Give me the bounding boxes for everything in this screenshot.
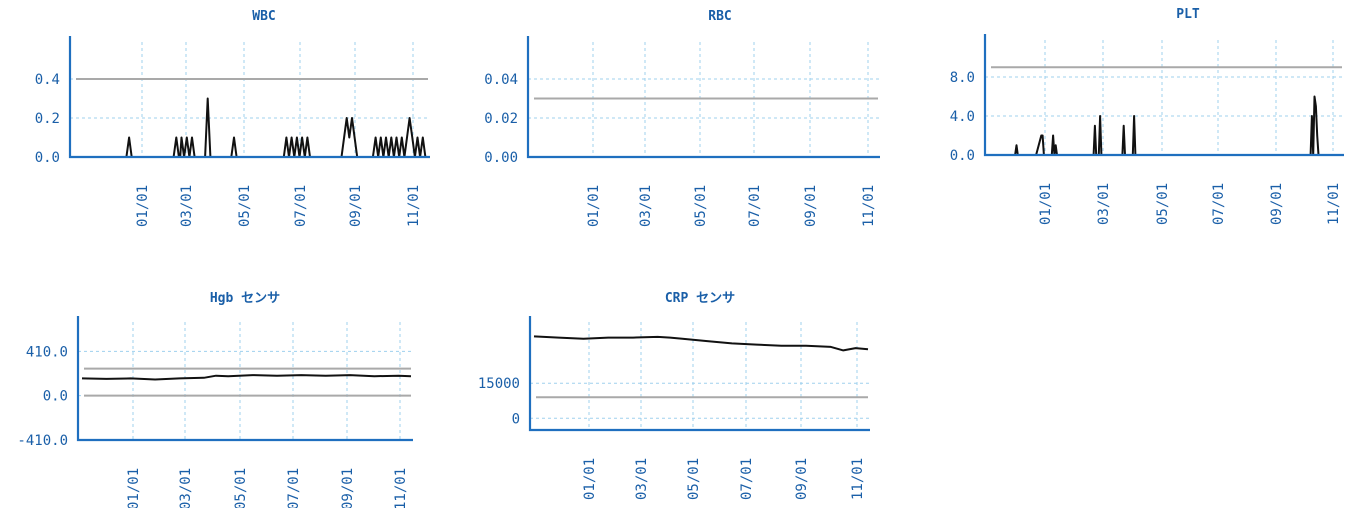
- axis-lines: [985, 34, 1344, 155]
- y-tick-label: 15000: [478, 376, 520, 392]
- x-tick-label: 05/01: [237, 185, 253, 227]
- x-tick-label: 03/01: [638, 185, 654, 227]
- x-tick-label: 09/01: [348, 185, 364, 227]
- chart-title: PLT: [1176, 7, 1200, 22]
- y-tick-label: 0.0: [950, 148, 975, 164]
- y-tick-label: 0: [512, 411, 520, 427]
- chart-title: Hgb センサ: [210, 291, 280, 306]
- x-tick-label: 09/01: [803, 185, 819, 227]
- x-tick-label: 01/01: [1038, 183, 1054, 225]
- chart-0: WBC 0.0 0.2 0.4 01/01 03/01 05/01 07/01 09/01 11/…: [35, 9, 430, 227]
- x-tick-label: 05/01: [686, 458, 702, 500]
- x-tick-label: 11/01: [406, 185, 422, 227]
- chart-2: PLT 0.0 4.0 8.0 01/01 03/01 05/01 07/01 09/01 11/…: [950, 7, 1344, 225]
- y-tick-label: 8.0: [950, 70, 975, 86]
- data-series-line: [989, 97, 1342, 156]
- x-tick-label: 09/01: [794, 458, 810, 500]
- x-tick-label: 09/01: [340, 468, 356, 508]
- x-tick-label: 01/01: [582, 458, 598, 500]
- x-tick-label: 11/01: [850, 458, 866, 500]
- x-tick-label: 03/01: [179, 185, 195, 227]
- x-tick-label: 07/01: [747, 185, 763, 227]
- chart-title: RBC: [708, 9, 731, 24]
- x-tick-label: 03/01: [634, 458, 650, 500]
- x-tick-label: 01/01: [126, 468, 142, 508]
- x-tick-label: 07/01: [293, 185, 309, 227]
- y-tick-label: 410.0: [26, 344, 68, 360]
- x-tick-label: 03/01: [1096, 183, 1112, 225]
- y-tick-label: 0.0: [35, 150, 60, 166]
- y-tick-label: 0.00: [484, 150, 518, 166]
- chart-title: WBC: [252, 9, 275, 24]
- x-tick-label: 11/01: [393, 468, 409, 508]
- y-tick-label: -410.0: [17, 433, 68, 449]
- y-tick-label: 4.0: [950, 109, 975, 125]
- data-series-line: [74, 99, 428, 158]
- data-series-line: [534, 336, 868, 350]
- x-tick-label: 01/01: [586, 185, 602, 227]
- x-tick-label: 07/01: [1211, 183, 1227, 225]
- x-tick-label: 11/01: [1326, 183, 1342, 225]
- axis-lines: [530, 316, 870, 430]
- chart-3: Hgb センサ -410.0 0.0 410.0 01/01 03/01 05/01 07/0…: [17, 291, 413, 508]
- x-tick-label: 05/01: [1155, 183, 1171, 225]
- x-tick-label: 11/01: [861, 185, 877, 227]
- y-tick-label: 0.0: [43, 389, 68, 405]
- x-tick-label: 07/01: [286, 468, 302, 508]
- y-tick-label: 0.2: [35, 111, 60, 127]
- x-tick-label: 01/01: [135, 185, 151, 227]
- y-tick-label: 0.02: [484, 111, 518, 127]
- x-tick-label: 03/01: [178, 468, 194, 508]
- x-tick-label: 05/01: [693, 185, 709, 227]
- x-tick-label: 09/01: [1269, 183, 1285, 225]
- axis-lines: [528, 36, 880, 157]
- data-series-line: [82, 375, 411, 379]
- y-tick-label: 0.04: [484, 72, 518, 88]
- x-tick-label: 07/01: [739, 458, 755, 500]
- x-tick-label: 05/01: [233, 468, 249, 508]
- chart-title: CRP センサ: [665, 291, 735, 306]
- chart-1: RBC 0.00 0.02 0.04 01/01 03/01 05/01 07/01 09/01…: [484, 9, 880, 227]
- chart-4: CRP センサ 0 15000 01/01 03/01 05/01 07/01 09/01 11…: [478, 291, 870, 500]
- y-tick-label: 0.4: [35, 72, 60, 88]
